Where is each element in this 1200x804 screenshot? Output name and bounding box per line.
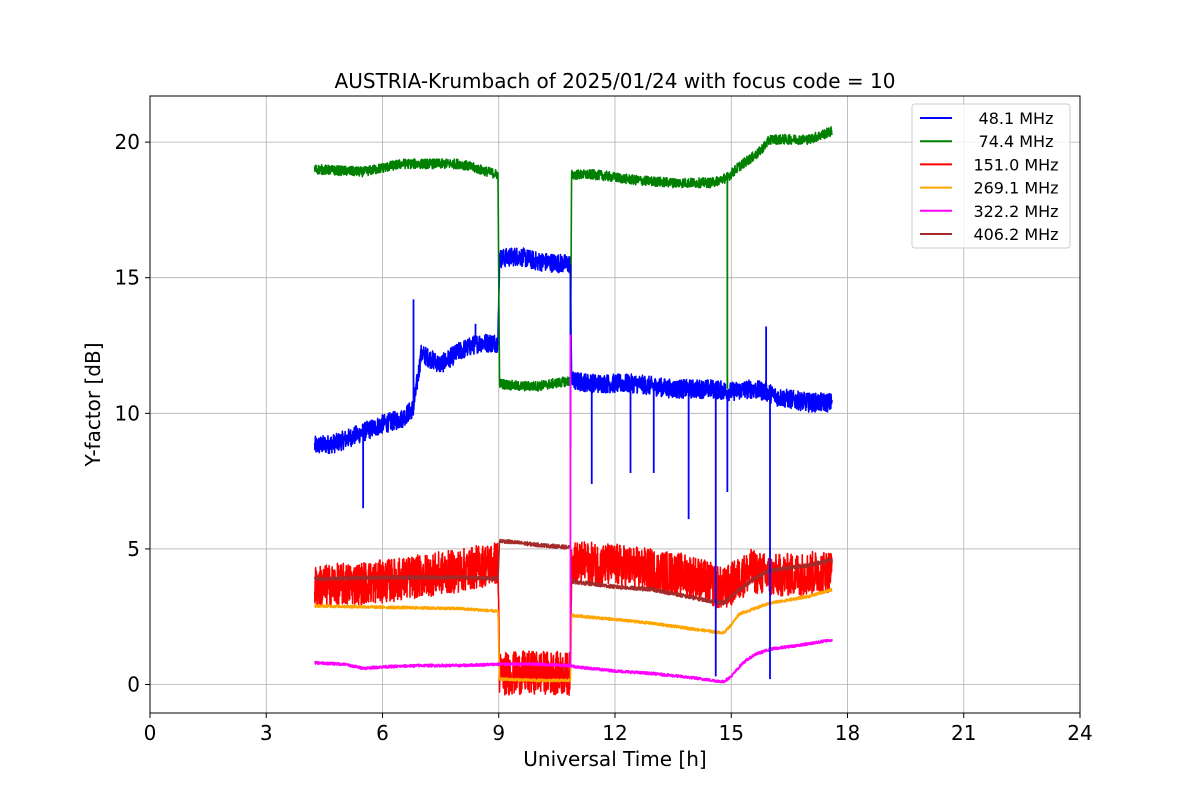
x-tick-label: 24 <box>1067 721 1092 745</box>
y-tick-label: 20 <box>115 130 140 154</box>
legend-box <box>911 103 1071 249</box>
legend-label: 406.2 MHz <box>973 225 1058 244</box>
series-line <box>313 126 833 392</box>
legend-label: 74.4 MHz <box>979 132 1054 151</box>
series-line <box>313 538 833 606</box>
x-tick-label: 3 <box>260 721 273 745</box>
series-line <box>314 638 833 684</box>
series-line <box>314 587 833 683</box>
y-tick-label: 15 <box>115 266 140 290</box>
y-tick-label: 0 <box>127 673 140 697</box>
chart-title: AUSTRIA-Krumbach of 2025/01/24 with focu… <box>335 69 896 93</box>
series-lines <box>313 126 833 696</box>
x-axis-label: Universal Time [h] <box>523 747 706 771</box>
x-tick-label: 21 <box>951 721 976 745</box>
series-line <box>313 247 833 455</box>
x-tick-label: 0 <box>144 721 157 745</box>
legend-label: 322.2 MHz <box>973 202 1058 221</box>
legend: 48.1 MHz 74.4 MHz 151.0 MHz 269.1 MHz 322.2… <box>911 103 1071 249</box>
x-axis-ticks: 0 3 6 9 12 15 18 21 24 <box>144 713 1093 745</box>
legend-label: 48.1 MHz <box>979 109 1054 128</box>
x-tick-label: 6 <box>376 721 389 745</box>
y-axis-ticks: 0 5 10 15 20 <box>115 130 150 697</box>
y-tick-label: 10 <box>115 401 140 425</box>
y-tick-label: 5 <box>127 537 140 561</box>
x-tick-label: 9 <box>492 721 505 745</box>
x-tick-label: 12 <box>602 721 627 745</box>
y-axis-label: Y-factor [dB] <box>81 342 105 467</box>
x-tick-label: 18 <box>835 721 860 745</box>
legend-label: 151.0 MHz <box>973 155 1058 174</box>
legend-label: 269.1 MHz <box>973 179 1058 198</box>
x-tick-label: 15 <box>719 721 744 745</box>
